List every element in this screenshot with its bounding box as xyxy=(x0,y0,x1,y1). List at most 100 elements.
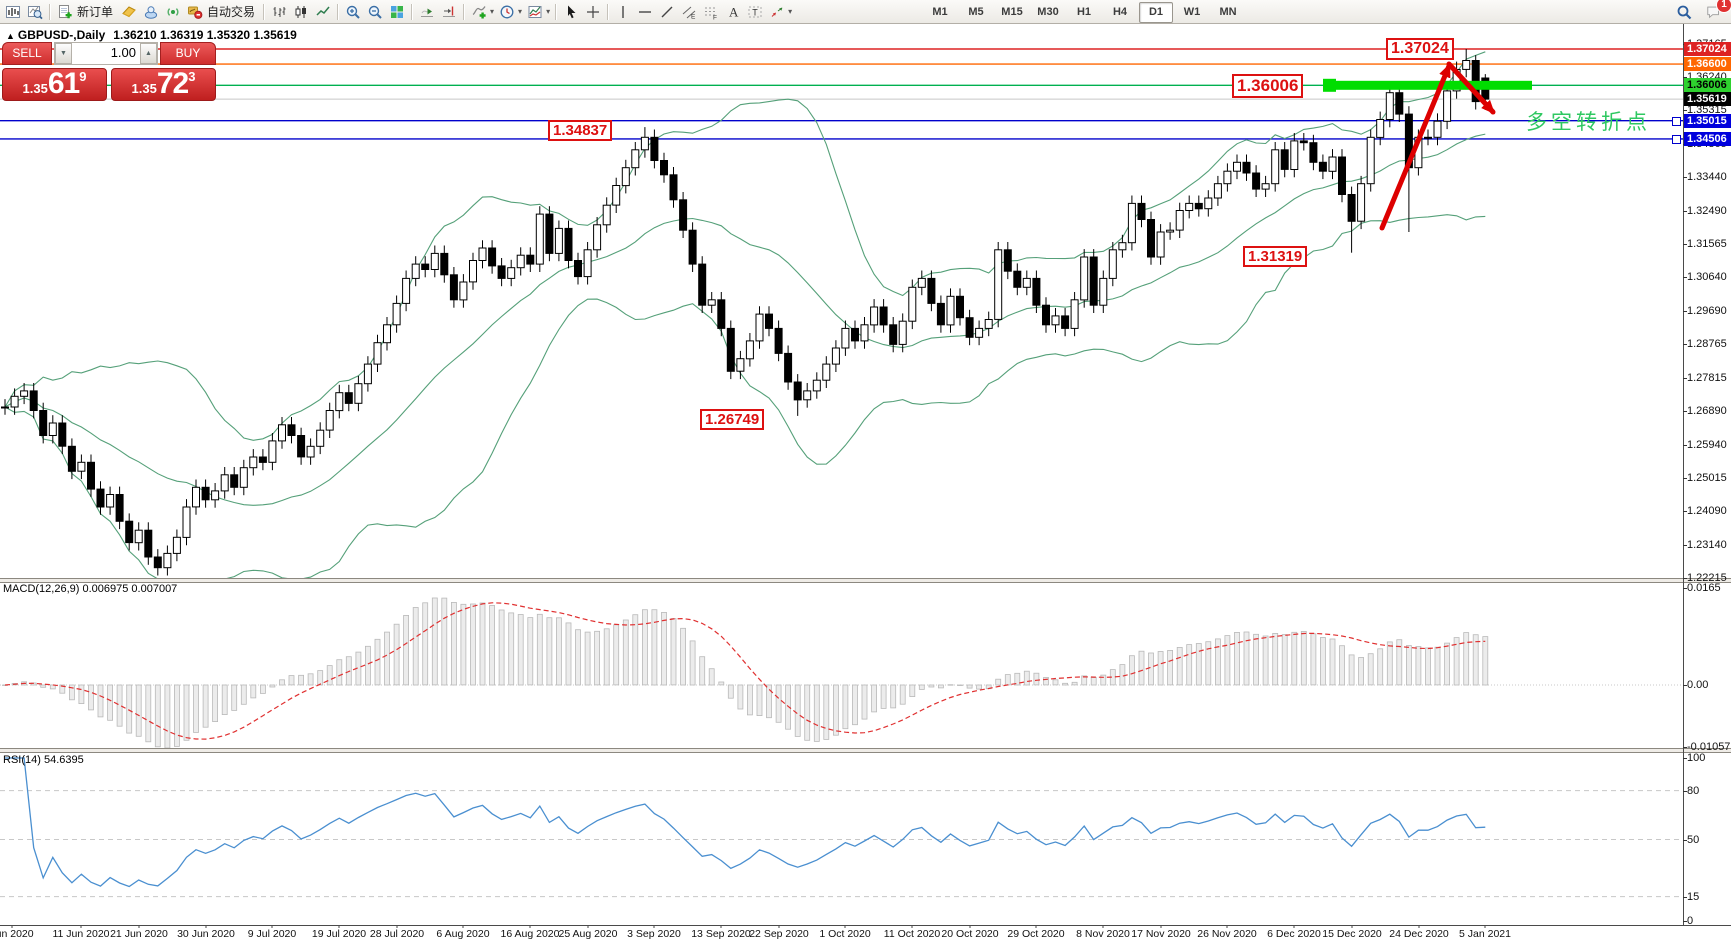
crosshair-icon[interactable] xyxy=(582,2,604,22)
autotrading-icon[interactable] xyxy=(184,2,206,22)
time-tick-label: 15 Dec 2020 xyxy=(1322,928,1382,940)
timeframe-M15[interactable]: M15 xyxy=(1001,6,1023,18)
volume-increase-button[interactable]: ▲ xyxy=(140,43,157,64)
line-chart-icon[interactable] xyxy=(312,2,334,22)
price-tag[interactable]: 1.26749 xyxy=(700,409,765,431)
sell-price-point: 9 xyxy=(79,69,87,84)
toolbar-separator xyxy=(263,3,266,20)
time-tick-label: 3 Sep 2020 xyxy=(627,928,681,940)
dropdown-caret-icon[interactable]: ▾ xyxy=(518,7,523,16)
line-selection-handle[interactable] xyxy=(1672,134,1681,144)
autotrading-label[interactable]: 自动交易 xyxy=(207,5,256,19)
toolbar-separator xyxy=(411,3,414,20)
axis-tick-label: 1.26890 xyxy=(1683,405,1727,417)
price-level-label: 1.35015 xyxy=(1684,113,1731,128)
horizontal-lines[interactable] xyxy=(0,48,1683,140)
templates-icon[interactable] xyxy=(524,2,546,22)
rsi-label: RSI(14) 54.6395 xyxy=(3,754,84,766)
time-tick-label: 17 Nov 2020 xyxy=(1131,928,1191,940)
sell-price-figure: 1.35 xyxy=(22,81,48,96)
notification-badge: 1 xyxy=(1716,0,1731,13)
svg-text:F: F xyxy=(713,14,717,20)
dropdown-caret-icon[interactable]: ▾ xyxy=(788,7,793,16)
timeframe-MN[interactable]: MN xyxy=(1219,6,1237,18)
sell-button[interactable]: SELL xyxy=(2,42,52,65)
time-tick-label: 16 Aug 2020 xyxy=(500,928,560,940)
price-level-label: 1.36600 xyxy=(1684,57,1731,72)
time-tick-label: 25 Aug 2020 xyxy=(558,928,618,940)
new-order-icon[interactable] xyxy=(54,2,76,22)
arrows-icon[interactable] xyxy=(766,2,788,22)
dropdown-caret-icon[interactable]: ▾ xyxy=(490,7,495,16)
terminal-icon[interactable] xyxy=(140,2,162,22)
chat-icon[interactable]: 1 xyxy=(1703,0,1731,22)
fibo-icon[interactable]: F xyxy=(700,2,722,22)
text-icon[interactable]: A xyxy=(722,2,744,22)
tile-windows-icon[interactable] xyxy=(386,2,408,22)
price-tag[interactable]: 1.37024 xyxy=(1386,38,1454,61)
bars-icon[interactable] xyxy=(268,2,290,22)
metaeditor-icon[interactable] xyxy=(118,2,140,22)
volume-decrease-button[interactable]: ▼ xyxy=(55,43,72,64)
buy-price-button[interactable]: 1.35 72 3 xyxy=(111,68,216,101)
buy-button[interactable]: BUY xyxy=(160,42,216,65)
timeframe-H1[interactable]: H1 xyxy=(1076,6,1092,18)
timeframe-M5[interactable]: M5 xyxy=(968,6,984,18)
buy-price-point: 3 xyxy=(188,69,196,84)
line-selection-handle[interactable] xyxy=(1672,116,1681,126)
timeframe-W1[interactable]: W1 xyxy=(1183,6,1201,18)
axis-tick-label: 1.31565 xyxy=(1683,238,1727,250)
candles xyxy=(1,49,1490,576)
time-tick-label: 5 Jan 2021 xyxy=(1459,928,1511,940)
resistance-bar[interactable] xyxy=(1323,78,1532,92)
rsi-indicator xyxy=(0,757,1683,898)
toolbar: 新订单 自动交易 ▾ ▾ ▾ E F A T ▾ M1 M5 M15 M30 H1 H4 D1 W1 MN 1 xyxy=(0,0,1731,24)
macd-splitter[interactable] xyxy=(0,578,1731,583)
timeframe-M1[interactable]: M1 xyxy=(932,6,948,18)
toolbar-separator xyxy=(607,3,610,20)
time-tick-label: 8 Nov 2020 xyxy=(1076,928,1130,940)
price-tag[interactable]: 1.36006 xyxy=(1232,74,1304,98)
signals-icon[interactable] xyxy=(162,2,184,22)
rsi-splitter[interactable] xyxy=(0,748,1731,753)
autoscroll-icon[interactable] xyxy=(416,2,438,22)
chart-shift-icon[interactable] xyxy=(438,2,460,22)
cursor-icon[interactable] xyxy=(560,2,582,22)
indicators-icon[interactable] xyxy=(468,2,490,22)
zoom-in-icon[interactable] xyxy=(342,2,364,22)
vline-icon[interactable] xyxy=(612,2,634,22)
timeframe-H4[interactable]: H4 xyxy=(1112,6,1128,18)
search-icon[interactable] xyxy=(1673,2,1695,22)
time-tick-label: 24 Dec 2020 xyxy=(1389,928,1449,940)
time-tick-label: Jun 2020 xyxy=(0,928,34,940)
channel-icon[interactable]: E xyxy=(678,2,700,22)
axis-tick-label: 0.00 xyxy=(1683,679,1708,691)
chart-preview-icon[interactable] xyxy=(24,2,46,22)
timeframe-D1[interactable]: D1 xyxy=(1139,2,1173,23)
periods-icon[interactable] xyxy=(496,2,518,22)
svg-text:E: E xyxy=(691,13,696,20)
price-tag[interactable]: 1.31319 xyxy=(1243,246,1308,268)
trend-arrow[interactable] xyxy=(1379,61,1496,231)
rsi-value: 54.6395 xyxy=(43,754,84,766)
new-order-label[interactable]: 新订单 xyxy=(77,5,114,19)
label-icon[interactable]: T xyxy=(744,2,766,22)
zoom-out-icon[interactable] xyxy=(364,2,386,22)
hline-icon[interactable] xyxy=(634,2,656,22)
new-chart-icon[interactable] xyxy=(2,2,24,22)
macd-label: MACD(12,26,9) 0.006975 0.007007 xyxy=(3,583,177,595)
candles-icon[interactable] xyxy=(290,2,312,22)
trendline-icon[interactable] xyxy=(656,2,678,22)
time-tick-label: 19 Jul 2020 xyxy=(311,928,367,940)
timeframe-M30[interactable]: M30 xyxy=(1037,6,1059,18)
sell-price-button[interactable]: 1.35 61 9 xyxy=(2,68,107,101)
volume-input[interactable]: 1.00 xyxy=(110,45,136,60)
price-tag[interactable]: 1.34837 xyxy=(548,120,613,142)
chart-note-text[interactable]: 多空转折点 xyxy=(1526,111,1651,134)
price-level-label: 1.35619 xyxy=(1684,92,1731,107)
dropdown-caret-icon[interactable]: ▾ xyxy=(546,7,551,16)
price-axis[interactable]: 1.371651.362401.353151.343651.334401.324… xyxy=(1683,24,1731,927)
